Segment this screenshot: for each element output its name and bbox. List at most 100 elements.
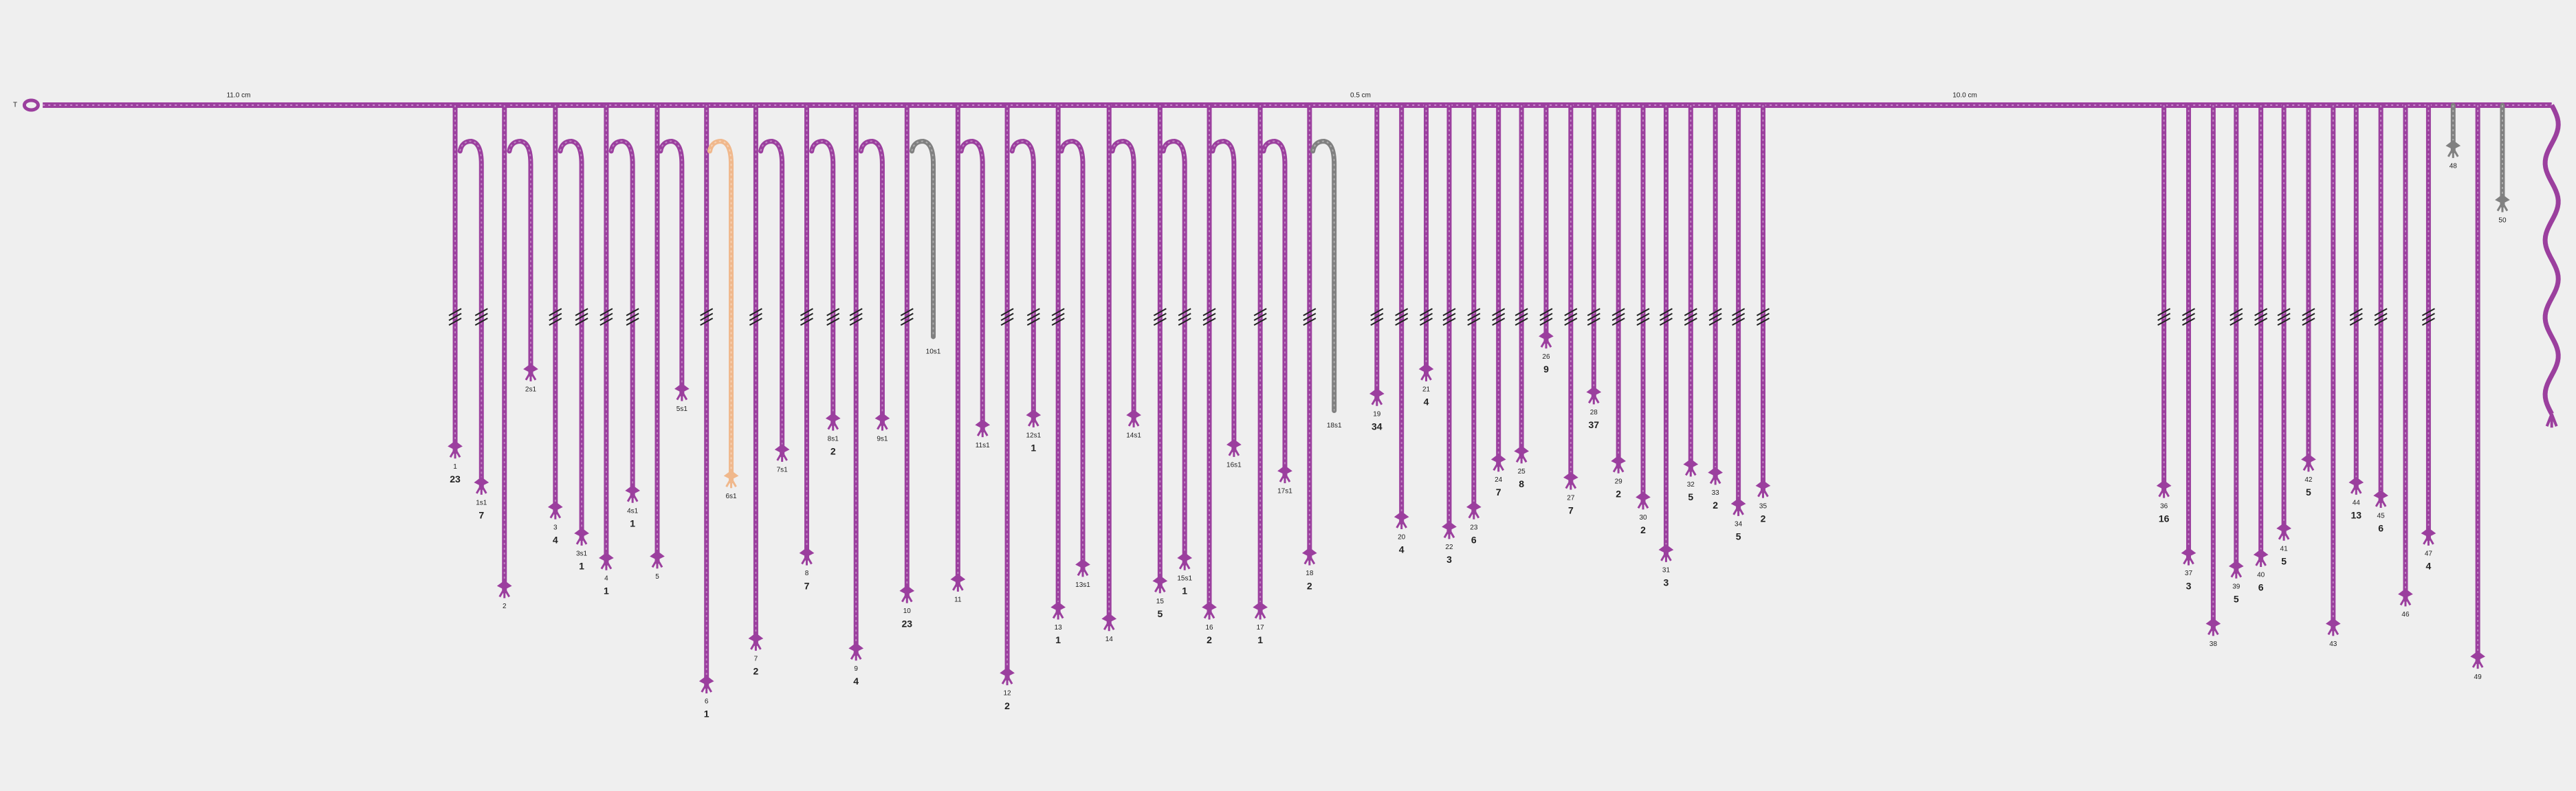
- tassel: [848, 643, 864, 661]
- cord-twist: [1011, 140, 1035, 421]
- knot: [1202, 308, 1216, 316]
- knot: [599, 308, 613, 316]
- cord-label: 19: [1373, 410, 1381, 418]
- knot: [1178, 317, 1191, 326]
- cord-label: 25: [1518, 468, 1526, 476]
- tassel: [1369, 388, 1385, 406]
- knot: [599, 317, 613, 326]
- cord-value: 1: [704, 709, 709, 720]
- cord-value: 4: [1399, 544, 1405, 555]
- tassel: [899, 585, 915, 603]
- pendant-cord: [909, 139, 936, 339]
- pendant-cord: [558, 139, 584, 542]
- knot: [2349, 308, 2363, 316]
- knot: [1732, 313, 1746, 321]
- pendant-cord: [707, 139, 734, 484]
- cord-twist: [709, 140, 732, 482]
- knot: [1253, 313, 1267, 321]
- knot: [1467, 317, 1481, 326]
- tassel: [799, 547, 815, 566]
- knot: [2349, 313, 2363, 321]
- cord-value: 6: [2378, 523, 2384, 534]
- cord-value: 23: [901, 618, 912, 629]
- knot: [1492, 317, 1506, 326]
- pendant-cord: [958, 139, 985, 433]
- knot: [1708, 308, 1722, 316]
- cord-value: 5: [2234, 593, 2239, 604]
- tassel: [2301, 454, 2316, 472]
- cord-value: 4: [1424, 397, 1429, 408]
- cord-label: 13s1: [1075, 581, 1090, 589]
- cord-value: 9: [1543, 364, 1549, 375]
- knot: [1370, 317, 1384, 326]
- knot: [626, 308, 639, 316]
- cord-label: 1s1: [476, 499, 487, 506]
- cord-label: 34: [1735, 521, 1743, 528]
- knot: [2230, 308, 2243, 316]
- cord-label: 15: [1156, 598, 1165, 605]
- cord-value: 5: [1736, 531, 1741, 542]
- pendant-cord: [1310, 139, 1337, 413]
- knot: [1659, 317, 1673, 326]
- tassel: [1418, 364, 1434, 381]
- cord-label: 15s1: [1177, 575, 1192, 582]
- knot: [1442, 313, 1456, 321]
- tassel: [625, 484, 640, 503]
- knot: [549, 308, 562, 316]
- knot: [749, 317, 762, 326]
- tassel: [1253, 601, 1268, 620]
- knot: [2181, 313, 2195, 321]
- tassel: [1026, 409, 1042, 427]
- cord-label: 20: [1398, 534, 1406, 542]
- cord-label: 38: [2210, 640, 2218, 648]
- cord-label: 43: [2329, 640, 2337, 648]
- cord-value: 13: [2351, 510, 2362, 521]
- knot: [849, 313, 863, 321]
- cord-label: 47: [2425, 550, 2433, 558]
- knot: [1564, 317, 1578, 326]
- knot: [1420, 313, 1433, 321]
- tassel: [698, 676, 714, 694]
- knot: [575, 317, 588, 326]
- cord-label: 31: [1662, 566, 1671, 574]
- knot: [474, 308, 488, 316]
- cord-label: 12s1: [1026, 432, 1041, 439]
- cord-value: 16: [2159, 513, 2170, 524]
- knot: [1539, 313, 1553, 321]
- knot: [1636, 317, 1650, 326]
- knot: [1756, 313, 1770, 321]
- pendant-cord: [507, 139, 533, 377]
- knot: [1303, 317, 1317, 326]
- knot: [1492, 308, 1506, 316]
- knot: [549, 313, 562, 321]
- tassel: [2495, 194, 2510, 212]
- knot: [1708, 313, 1722, 321]
- knot: [900, 317, 914, 326]
- pendant-cord: [858, 139, 885, 427]
- knot: [1515, 317, 1528, 326]
- knot: [1539, 317, 1553, 326]
- cord-label: 6: [705, 698, 709, 706]
- pendant-cord: [1160, 139, 1187, 566]
- knot: [1253, 317, 1267, 326]
- cord-twist: [1262, 140, 1286, 477]
- tassel: [1636, 491, 1651, 510]
- cord-value: 1: [1257, 634, 1263, 645]
- knot: [1708, 317, 1722, 326]
- cord-label: 23: [1470, 524, 1478, 531]
- knot: [2157, 313, 2171, 321]
- cord-label: 17: [1257, 624, 1265, 632]
- tassel: [1708, 467, 1724, 485]
- cord-label: 7: [754, 656, 758, 663]
- cord-twist: [508, 140, 531, 375]
- knot: [448, 317, 462, 326]
- knot: [1153, 308, 1167, 316]
- tassel: [1075, 559, 1090, 577]
- knot: [2277, 317, 2291, 326]
- knot: [1420, 317, 1433, 326]
- tassel: [574, 528, 589, 546]
- cord-label: 16: [1205, 624, 1213, 632]
- knot: [1684, 313, 1697, 321]
- cord-value: 1: [579, 561, 584, 572]
